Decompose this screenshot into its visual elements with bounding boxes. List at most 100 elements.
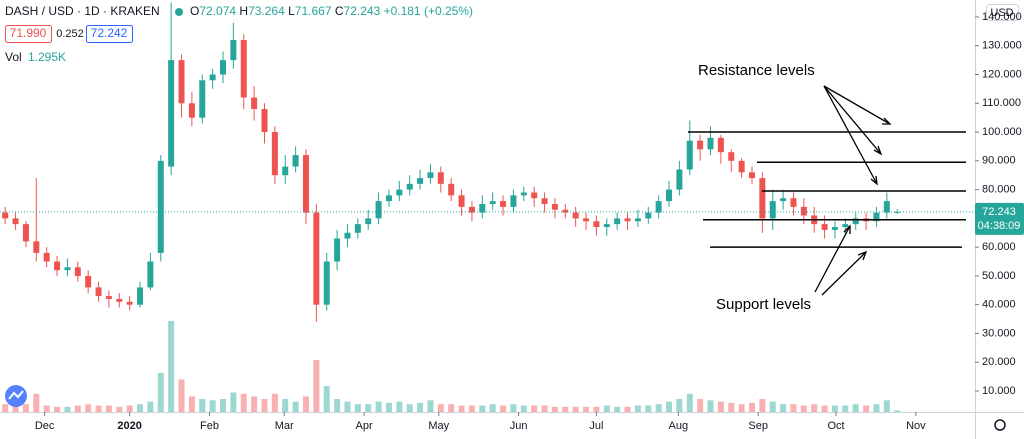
candle-body: [251, 97, 258, 110]
volume-bar: [43, 405, 50, 412]
volume-bar: [551, 406, 558, 412]
volume-bar: [541, 405, 548, 412]
candle-body: [686, 140, 693, 170]
volume-bar: [64, 406, 71, 412]
candle-body: [209, 74, 216, 81]
candle-body: [95, 287, 102, 297]
volume-bar: [603, 405, 610, 412]
x-tick-label: Nov: [906, 420, 926, 432]
volume-bar: [126, 405, 133, 412]
candle-body: [271, 132, 278, 176]
bid-box[interactable]: [5, 25, 52, 43]
candle-body: [831, 227, 838, 230]
volume-bar: [74, 405, 81, 412]
legend-letter: C: [335, 4, 344, 18]
volume-bar: [863, 405, 870, 412]
volume-bar: [178, 379, 185, 412]
volume-bar: [427, 400, 434, 412]
volume-bar: [261, 399, 268, 412]
settings-icon[interactable]: [994, 419, 1006, 431]
plot-area: [0, 2, 975, 412]
candle-body: [624, 218, 631, 222]
candle-body: [500, 201, 507, 207]
candle-body: [769, 201, 776, 219]
annotation: Resistance levels: [698, 62, 815, 79]
candle-body: [282, 166, 289, 176]
candle-body: [448, 183, 455, 196]
ask-box[interactable]: [86, 25, 133, 43]
candle-body: [458, 195, 465, 207]
candle-body: [137, 287, 144, 305]
candle-body: [842, 224, 849, 228]
y-tick-label: 110.000: [982, 97, 1021, 109]
x-tick-label: Apr: [356, 420, 373, 432]
x-tick-label: Dec: [35, 420, 55, 432]
x-tick-label: May: [428, 420, 449, 432]
x-tick-label: Mar: [275, 420, 294, 432]
candle-body: [375, 201, 382, 219]
candle-body: [583, 218, 590, 222]
x-tick-label: Jun: [510, 420, 528, 432]
candle-body: [748, 172, 755, 179]
volume-bar: [199, 399, 206, 412]
last-price-tag: [975, 202, 1024, 235]
candle-body: [178, 60, 185, 104]
candle-body: [396, 189, 403, 196]
candle-body: [614, 218, 621, 225]
volume-bar: [354, 404, 361, 412]
legend-letter: H: [239, 4, 248, 18]
candle-body: [676, 169, 683, 190]
volume-bar: [271, 393, 278, 412]
candle-body: [168, 60, 175, 167]
volume-bar: [168, 321, 175, 412]
volume-bar: [230, 392, 237, 412]
arrow: [823, 85, 878, 186]
candle-body: [510, 195, 517, 207]
candle-body: [365, 218, 372, 225]
y-tick-label: 120.000: [982, 68, 1022, 80]
candle-body: [780, 198, 787, 202]
volume-bar: [334, 399, 341, 412]
candle-body: [313, 212, 320, 305]
volume-bar: [344, 401, 351, 412]
candle-body: [790, 198, 797, 207]
volume-bar: [12, 405, 19, 412]
volume-bar: [188, 396, 195, 412]
volume-bar: [375, 401, 382, 412]
volume-bar: [105, 405, 112, 412]
x-tick-label: 2020: [117, 420, 141, 432]
candle-body: [541, 198, 548, 204]
candle-body: [2, 212, 9, 219]
volume-bar: [811, 404, 818, 412]
logo-mark: [8, 390, 24, 400]
candle-body: [707, 137, 714, 150]
volume-bar: [520, 405, 527, 412]
status-dot: [175, 8, 183, 16]
volume-bar: [697, 399, 704, 412]
currency-box[interactable]: [986, 4, 1019, 21]
volume-bar: [531, 405, 538, 412]
volume-bar: [852, 404, 859, 412]
volume-bar: [437, 404, 444, 412]
volume-bar: [738, 404, 745, 412]
volume-bar: [2, 404, 9, 412]
volume-bar: [562, 406, 569, 412]
y-tick-label: 130.000: [982, 40, 1022, 52]
y-tick-label: 80.000: [982, 184, 1016, 196]
candle-body: [406, 183, 413, 190]
x-tick-label: Oct: [827, 420, 844, 432]
candle-body: [74, 267, 81, 276]
x-tick-label: Feb: [200, 420, 219, 432]
countdown: 04:38:09: [978, 220, 1021, 232]
volume-bar: [240, 393, 247, 412]
candle-body: [531, 192, 538, 199]
candle-body: [230, 39, 237, 61]
volume-bar: [800, 405, 807, 412]
y-tick-label: 10.000: [982, 385, 1016, 397]
candle-body: [157, 160, 164, 253]
x-tick-label: Aug: [669, 420, 689, 432]
volume-bar: [676, 399, 683, 412]
volume-bar: [468, 405, 475, 412]
volume-bar: [302, 396, 309, 412]
